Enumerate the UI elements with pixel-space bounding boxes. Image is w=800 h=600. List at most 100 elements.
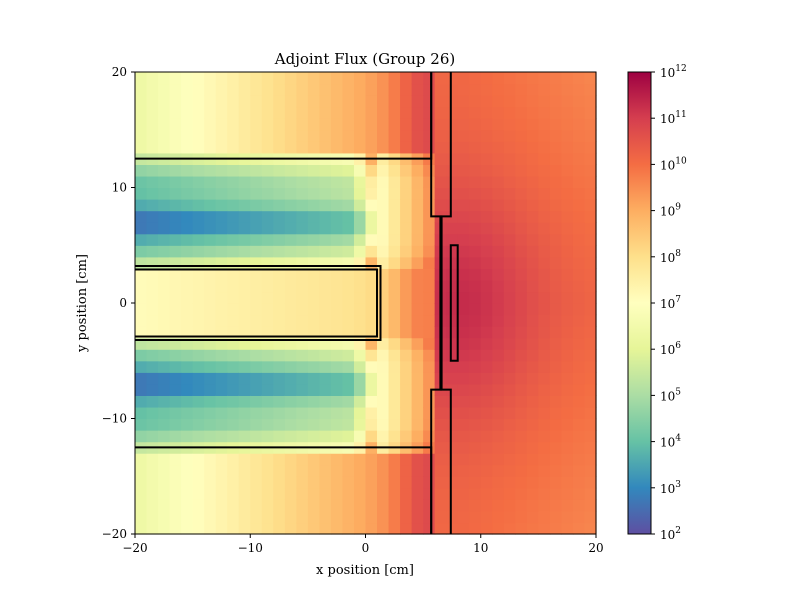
heatmap-cell xyxy=(181,291,194,304)
heatmap-cell xyxy=(457,118,470,131)
heatmap-cell xyxy=(342,418,355,431)
heatmap-cell xyxy=(446,487,459,500)
heatmap-cell xyxy=(192,129,205,142)
heatmap-cell xyxy=(526,441,539,454)
heatmap-cell xyxy=(423,291,436,304)
heatmap-cell xyxy=(261,72,274,85)
heatmap-cell xyxy=(469,372,482,385)
heatmap-cell xyxy=(526,372,539,385)
heatmap-cell xyxy=(480,487,493,500)
heatmap-cell xyxy=(526,106,539,119)
x-tick-label: −10 xyxy=(238,541,263,555)
heatmap-cell xyxy=(423,406,436,420)
heatmap-cell xyxy=(158,395,171,408)
heatmap-cell xyxy=(284,453,297,466)
heatmap-cell xyxy=(158,222,171,235)
heatmap-cell xyxy=(538,106,551,119)
heatmap-cell xyxy=(319,187,332,200)
heatmap-cell xyxy=(353,510,367,524)
heatmap-cell xyxy=(169,199,182,212)
heatmap-cell xyxy=(181,187,194,200)
heatmap-cell xyxy=(526,464,539,477)
heatmap-cell xyxy=(204,210,217,223)
heatmap-cell xyxy=(526,291,539,304)
heatmap-cell xyxy=(584,129,597,142)
heatmap-cell xyxy=(307,383,320,396)
y-tick-label: 20 xyxy=(112,65,127,79)
heatmap-cell xyxy=(284,187,297,200)
heatmap-cell xyxy=(330,141,344,154)
heatmap-cell xyxy=(446,268,459,281)
heatmap-cell xyxy=(146,510,159,524)
heatmap-cell xyxy=(192,164,205,177)
heatmap-cell xyxy=(181,487,194,500)
heatmap-cell xyxy=(515,164,528,177)
heatmap-cell xyxy=(296,464,309,477)
heatmap-cell xyxy=(284,210,297,223)
heatmap-cell xyxy=(250,383,263,396)
heatmap-cell xyxy=(353,279,367,293)
heatmap-cell xyxy=(342,360,355,373)
heatmap-cell xyxy=(469,256,482,269)
heatmap-cell xyxy=(377,118,390,131)
heatmap-cell xyxy=(538,83,551,96)
heatmap-cell xyxy=(330,72,344,85)
heatmap-cell xyxy=(457,418,470,431)
heatmap-cell xyxy=(457,129,470,142)
heatmap-cell xyxy=(181,256,194,269)
heatmap-cell xyxy=(549,476,563,489)
heatmap-cell xyxy=(446,383,459,396)
heatmap-cell xyxy=(284,95,297,108)
heatmap-cell xyxy=(250,233,263,246)
heatmap-cell xyxy=(204,406,217,420)
heatmap-cell xyxy=(423,187,436,200)
heatmap-cell xyxy=(572,337,586,350)
heatmap-cell xyxy=(434,453,447,466)
heatmap-cell xyxy=(135,372,148,385)
heatmap-cell xyxy=(215,326,228,339)
heatmap-cell xyxy=(307,95,320,108)
heatmap-cell xyxy=(365,314,378,327)
heatmap-cell xyxy=(261,199,274,212)
heatmap-cell xyxy=(423,245,436,258)
heatmap-cell xyxy=(388,430,401,443)
heatmap-cell xyxy=(411,233,424,246)
heatmap-cell xyxy=(158,118,171,131)
heatmap-cell xyxy=(169,256,182,269)
heatmap-cell xyxy=(158,303,171,316)
heatmap-cell xyxy=(238,326,251,339)
heatmap-cell xyxy=(204,279,217,293)
heatmap-cell xyxy=(423,72,436,85)
heatmap-cell xyxy=(469,418,482,431)
heatmap-cell xyxy=(457,256,470,269)
heatmap-cell xyxy=(584,233,597,246)
heatmap-cell xyxy=(549,441,563,454)
heatmap-cell xyxy=(584,187,597,200)
heatmap-cell xyxy=(584,164,597,177)
heatmap-cell xyxy=(307,118,320,131)
heatmap-cell xyxy=(284,406,297,420)
heatmap-cell xyxy=(192,326,205,339)
heatmap-cell xyxy=(319,199,332,212)
heatmap-cell xyxy=(135,487,148,500)
heatmap-cell xyxy=(215,303,228,316)
heatmap-cell xyxy=(307,187,320,200)
heatmap-cell xyxy=(238,383,251,396)
heatmap-cell xyxy=(181,279,194,293)
heatmap-cell xyxy=(457,164,470,177)
heatmap-cell xyxy=(307,418,320,431)
heatmap-cell xyxy=(446,164,459,177)
heatmap-cell xyxy=(538,268,551,281)
heatmap-cell xyxy=(250,487,263,500)
heatmap-cell xyxy=(296,118,309,131)
heatmap-cell xyxy=(446,233,459,246)
heatmap-cell xyxy=(307,129,320,142)
heatmap-cell xyxy=(572,164,586,177)
heatmap-cell xyxy=(423,326,436,339)
heatmap-cell xyxy=(227,245,240,258)
heatmap-cell xyxy=(572,95,586,108)
heatmap-cell xyxy=(572,129,586,142)
heatmap-cell xyxy=(423,268,436,281)
heatmap-cell xyxy=(572,152,586,165)
heatmap-cell xyxy=(250,453,263,466)
